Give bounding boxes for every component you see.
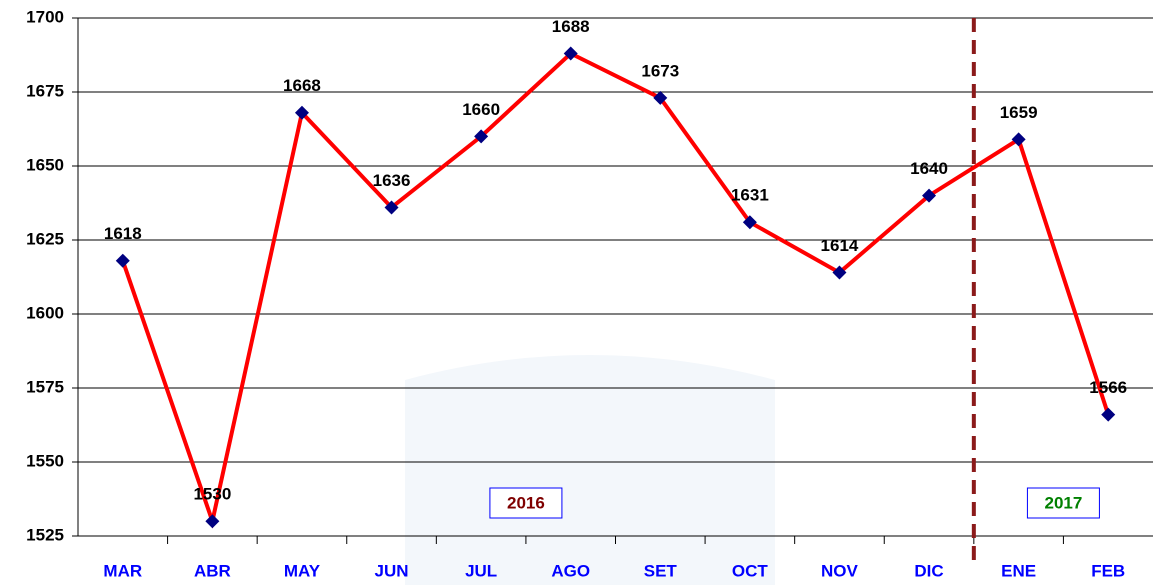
marker (742, 215, 757, 230)
marker (1101, 407, 1116, 422)
x-tick-label: JUL (465, 561, 497, 580)
x-tick-label: JUN (375, 561, 409, 580)
y-tick-label: 1600 (26, 303, 64, 322)
data-label: 1566 (1089, 378, 1127, 397)
data-label: 1640 (910, 159, 948, 178)
marker (384, 200, 399, 215)
x-tick-label: FEB (1091, 561, 1125, 580)
data-label: 1530 (193, 485, 231, 504)
data-label: 1618 (104, 224, 142, 243)
marker (474, 129, 489, 144)
x-tick-label: DIC (914, 561, 943, 580)
annotation: 2016 (507, 493, 545, 512)
x-tick-label: NOV (821, 561, 859, 580)
x-tick-label: MAR (103, 561, 142, 580)
data-label: 1631 (731, 186, 769, 205)
marker (922, 188, 937, 203)
marker (115, 253, 130, 268)
data-label: 1614 (821, 236, 859, 255)
x-tick-label: AGO (551, 561, 590, 580)
y-tick-label: 1675 (26, 81, 64, 100)
marker (294, 105, 309, 120)
marker (653, 90, 668, 105)
y-tick-label: 1700 (26, 7, 64, 26)
annotation-box (1026, 487, 1100, 519)
y-tick-label: 1575 (26, 377, 64, 396)
x-tick-label: MAY (284, 561, 321, 580)
marker (832, 265, 847, 280)
annotation-box (489, 487, 563, 519)
y-tick-label: 1550 (26, 451, 64, 470)
x-tick-label: SET (644, 561, 678, 580)
y-tick-label: 1650 (26, 155, 64, 174)
annotation: 2017 (1045, 493, 1083, 512)
data-label: 1660 (462, 100, 500, 119)
data-label: 1668 (283, 76, 321, 95)
x-tick-label: OCT (732, 561, 769, 580)
x-tick-label: ENE (1001, 561, 1036, 580)
marker (205, 514, 220, 529)
marker (1011, 132, 1026, 147)
x-tick-label: ABR (194, 561, 231, 580)
data-label: 1659 (1000, 103, 1038, 122)
y-tick-label: 1525 (26, 525, 64, 544)
line (120, 51, 1111, 529)
marker (563, 46, 578, 61)
data-label: 1636 (373, 171, 411, 190)
data-label: 1673 (641, 61, 679, 80)
y-tick-label: 1625 (26, 229, 64, 248)
watermark (405, 355, 775, 585)
data-label: 1688 (552, 17, 590, 36)
